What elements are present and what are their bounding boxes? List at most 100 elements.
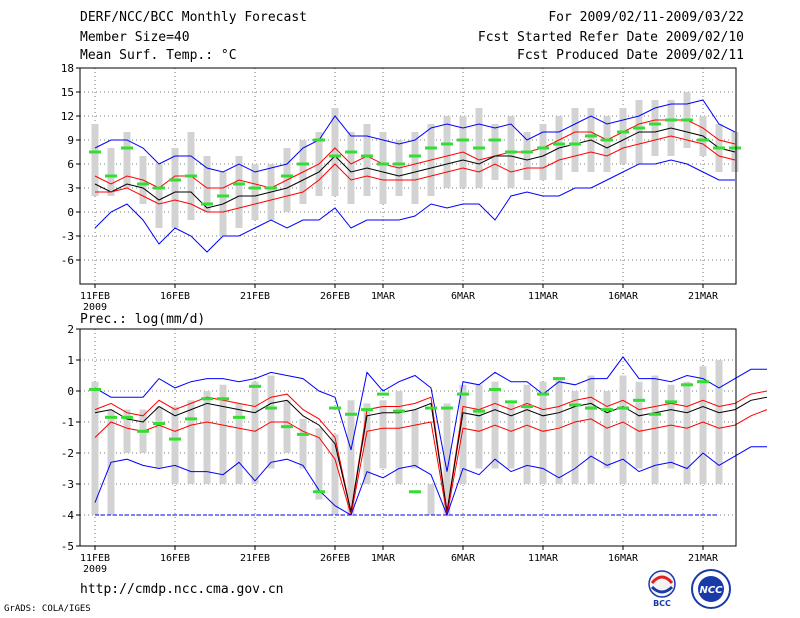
temp-member-bar	[651, 100, 659, 156]
temp-observed-marker	[297, 162, 309, 166]
prec-ytick-label: -5	[61, 540, 74, 553]
source-url[interactable]: http://cmdp.ncc.cma.gov.cn	[80, 582, 284, 597]
prec-observed-marker	[249, 384, 261, 388]
temp-xtick-label: 1MAR	[371, 291, 396, 302]
temp-observed-marker	[313, 138, 325, 142]
temp-observed-marker	[633, 126, 645, 130]
prec-observed-marker	[89, 387, 101, 391]
prec-observed-marker	[633, 398, 645, 402]
prec-member-bar	[443, 403, 451, 515]
temp-ytick-label: 12	[61, 110, 74, 123]
prec-member-bar	[395, 391, 403, 484]
prec-ytick-label: -2	[61, 447, 74, 460]
temp-member-bar	[523, 132, 531, 180]
prec-observed-marker	[665, 400, 677, 404]
temp-observed-marker	[233, 182, 245, 186]
prec-xtick-label: 11MAR	[528, 553, 559, 564]
prec-member-bar	[91, 381, 99, 515]
prec-observed-marker	[185, 417, 197, 421]
prec-observed-marker	[425, 406, 437, 410]
temp-ytick-label: 15	[61, 86, 74, 99]
prec-member-bar	[331, 434, 339, 515]
temp-observed-marker	[537, 146, 549, 150]
temp-observed-marker	[649, 122, 661, 126]
temp-observed-marker	[105, 174, 117, 178]
temp-member-bar	[91, 124, 99, 196]
temp-observed-marker	[409, 154, 421, 158]
temp-observed-marker	[121, 146, 133, 150]
prec-member-bar	[123, 409, 131, 453]
prec-observed-marker	[105, 415, 117, 419]
prec-member-bar	[523, 384, 531, 484]
temp-observed-marker	[153, 186, 165, 190]
temp-member-bar	[363, 124, 371, 196]
prec-member-bar	[235, 403, 243, 484]
temp-member-bar	[347, 132, 355, 204]
temp-observed-marker	[681, 118, 693, 122]
prec-xtick-label: 21FEB	[240, 553, 270, 564]
temp-ytick-label: 18	[61, 62, 74, 75]
prec-year-label: 2009	[83, 564, 107, 575]
prec-xtick-label: 16FEB	[160, 553, 190, 564]
prec-member-bar	[475, 384, 483, 469]
prec-member-bar	[699, 366, 707, 484]
prec-plot-frame	[79, 328, 737, 547]
temp-observed-marker	[89, 150, 101, 154]
temp-xtick-label: 16FEB	[160, 291, 190, 302]
temp-member-bar	[235, 156, 243, 228]
temp-observed-marker	[521, 150, 533, 154]
temp-observed-marker	[217, 194, 229, 198]
produced-date-label: Fcst Produced Date 2009/02/11	[517, 48, 744, 63]
prec-observed-marker	[169, 437, 181, 441]
temp-ytick-label: -3	[61, 230, 74, 243]
temp-series-min	[94, 99, 736, 173]
temp-member-bar	[123, 132, 131, 188]
temp-member-bar	[491, 124, 499, 180]
temp-ytick-label: -6	[61, 254, 74, 267]
bcc-logo: BCC	[640, 568, 684, 612]
prec-member-bar	[203, 391, 211, 484]
prec-series-p25	[94, 409, 768, 516]
temp-year-label: 2009	[83, 302, 107, 313]
prec-member-bar	[459, 384, 467, 484]
prec-observed-marker	[313, 490, 325, 494]
prec-ytick-label: 0	[67, 385, 74, 398]
prec-member-bar	[635, 381, 643, 469]
temp-xtick-label: 6MAR	[451, 291, 476, 302]
temp-observed-marker	[729, 146, 741, 150]
temp-observed-marker	[569, 142, 581, 146]
temp-observed-marker	[697, 138, 709, 142]
temp-xtick-label: 16MAR	[608, 291, 639, 302]
temp-observed-marker	[601, 138, 613, 142]
temp-observed-marker	[425, 146, 437, 150]
prec-observed-marker	[537, 392, 549, 396]
temp-observed-marker	[185, 174, 197, 178]
bcc-logo-text: BCC	[653, 599, 671, 608]
temp-member-bar	[379, 132, 387, 204]
chart-title: DERF/NCC/BCC Monthly Forecast	[80, 10, 307, 25]
prec-series-max	[94, 356, 767, 472]
prec-observed-marker	[297, 432, 309, 436]
temp-observed-marker	[441, 142, 453, 146]
variable-label: Mean Surf. Temp.: °C	[80, 48, 237, 63]
prec-observed-marker	[569, 403, 581, 407]
prec-observed-marker	[553, 377, 565, 381]
temp-observed-marker	[489, 138, 501, 142]
temp-observed-marker	[201, 202, 213, 206]
temp-xtick-label: 21MAR	[688, 291, 719, 302]
temp-member-bar	[603, 116, 611, 172]
temp-member-bar	[619, 108, 627, 164]
prec-observed-marker	[617, 406, 629, 410]
forecast-period-label: For 2009/02/11-2009/03/22	[548, 10, 744, 25]
ncc-logo-icon: NCC	[691, 569, 731, 609]
prec-observed-marker	[153, 422, 165, 426]
temp-member-bar	[411, 132, 419, 204]
prec-member-bar	[571, 391, 579, 484]
prec-member-bar	[555, 378, 563, 484]
prec-observed-marker	[457, 392, 469, 396]
temp-observed-marker	[473, 146, 485, 150]
prec-ytick-label: -4	[61, 509, 75, 522]
prec-observed-marker	[505, 400, 517, 404]
temp-observed-marker	[249, 186, 261, 190]
